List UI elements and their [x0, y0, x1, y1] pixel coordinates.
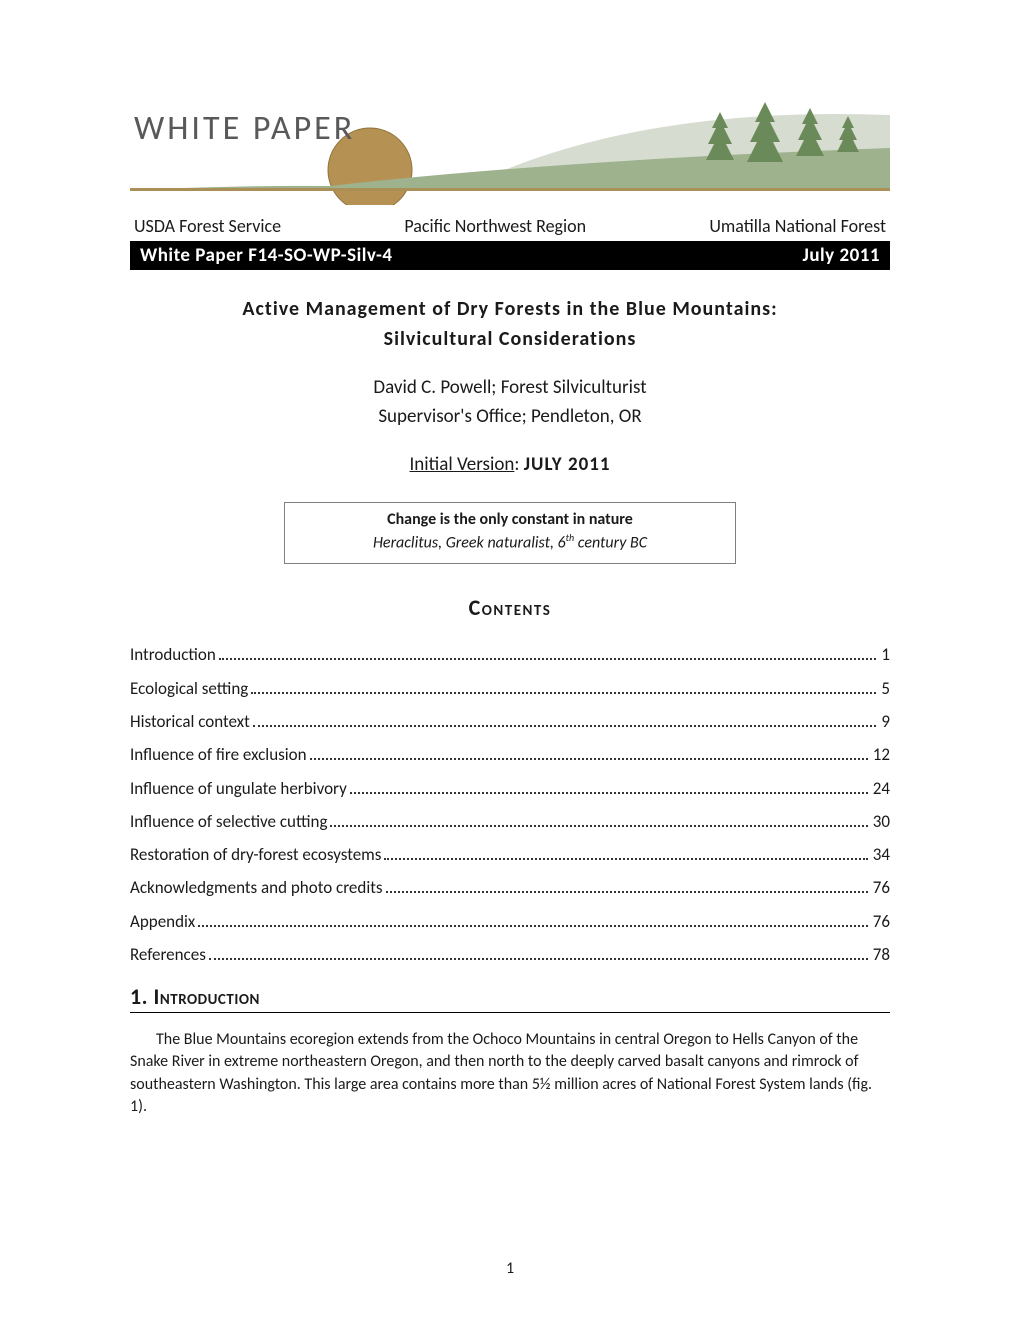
toc-label: Appendix: [130, 911, 195, 932]
toc-page: 30: [871, 811, 890, 832]
author-block: David C. Powell; Forest Silviculturist S…: [130, 374, 890, 431]
version-date: JULY 2011: [524, 453, 611, 476]
toc-dots: [384, 843, 867, 860]
toc-page: 12: [871, 744, 890, 765]
toc-page: 76: [871, 877, 890, 898]
title-line1: Active Management of Dry Forests in the …: [130, 294, 890, 324]
toc-label: Influence of ungulate herbivory: [130, 778, 347, 799]
title-line2: Silvicultural Considerations: [130, 324, 890, 354]
quote-attribution: Heraclitus, Greek naturalist, 6th centur…: [295, 531, 725, 555]
toc-entry: Restoration of dry-forest ecosystems 34: [130, 843, 890, 865]
doc-date: July 2011: [803, 244, 880, 267]
toc-page: 5: [879, 678, 890, 699]
section-heading: 1. Introduction: [130, 983, 890, 1013]
org-right: Umatilla National Forest: [709, 215, 886, 237]
toc-label: Restoration of dry-forest ecosystems: [130, 844, 381, 865]
banner-title: WHITE PAPER: [134, 108, 355, 149]
toc-entry: Influence of selective cutting 30: [130, 810, 890, 832]
toc-page: 78: [871, 944, 890, 965]
document-title: Active Management of Dry Forests in the …: [130, 294, 890, 354]
toc-label: Historical context: [130, 711, 250, 732]
quote-box: Change is the only constant in nature He…: [284, 502, 736, 564]
toc-entry: Historical context 9: [130, 710, 890, 732]
toc-entry: References 78: [130, 943, 890, 965]
toc-dots: [253, 710, 877, 727]
document-page: WHITE PAPER USDA Forest Service Pacific …: [0, 0, 1020, 1320]
version-block: Initial Version: JULY 2011: [130, 453, 890, 476]
toc-label: References: [130, 944, 206, 965]
toc-label: Introduction: [130, 644, 216, 665]
toc-entry: Introduction 1: [130, 643, 890, 665]
intro-paragraph: The Blue Mountains ecoregion extends fro…: [130, 1029, 890, 1119]
toc-entry: Ecological setting 5: [130, 676, 890, 698]
quote-text: Change is the only constant in nature: [295, 509, 725, 531]
toc-dots: [386, 876, 868, 893]
table-of-contents: Introduction 1 Ecological setting 5 Hist…: [130, 643, 890, 965]
toc-page: 1: [879, 644, 890, 665]
org-center: Pacific Northwest Region: [404, 215, 586, 237]
toc-label: Influence of fire exclusion: [130, 744, 307, 765]
toc-dots: [251, 676, 876, 693]
page-number: 1: [0, 1259, 1020, 1278]
org-left: USDA Forest Service: [134, 215, 281, 237]
version-label: Initial Version: [410, 453, 515, 476]
section-number: 1.: [130, 983, 148, 1010]
toc-dots: [310, 743, 868, 760]
toc-label: Ecological setting: [130, 678, 248, 699]
toc-entry: Influence of ungulate herbivory 24: [130, 776, 890, 798]
toc-entry: Influence of fire exclusion 12: [130, 743, 890, 765]
org-row: USDA Forest Service Pacific Northwest Re…: [130, 213, 890, 241]
toc-entry: Acknowledgments and photo credits 76: [130, 876, 890, 898]
toc-dots: [198, 909, 867, 926]
toc-dots: [219, 643, 877, 660]
toc-entry: Appendix 76: [130, 909, 890, 931]
toc-page: 9: [879, 711, 890, 732]
author-line1: David C. Powell; Forest Silviculturist: [130, 374, 890, 403]
toc-page: 34: [871, 844, 890, 865]
banner: WHITE PAPER: [130, 90, 890, 205]
contents-heading: Contents: [130, 594, 890, 621]
toc-label: Influence of selective cutting: [130, 811, 327, 832]
document-id-bar: White Paper F14-SO-WP-Silv-4 July 2011: [130, 241, 890, 270]
toc-dots: [350, 776, 868, 793]
doc-id: White Paper F14-SO-WP-Silv-4: [140, 244, 392, 267]
author-line2: Supervisor's Office; Pendleton, OR: [130, 403, 890, 432]
toc-dots: [330, 810, 867, 827]
toc-page: 24: [871, 778, 890, 799]
toc-page: 76: [871, 911, 890, 932]
toc-dots: [209, 943, 868, 960]
section-title: Introduction: [154, 983, 260, 1010]
toc-label: Acknowledgments and photo credits: [130, 877, 383, 898]
